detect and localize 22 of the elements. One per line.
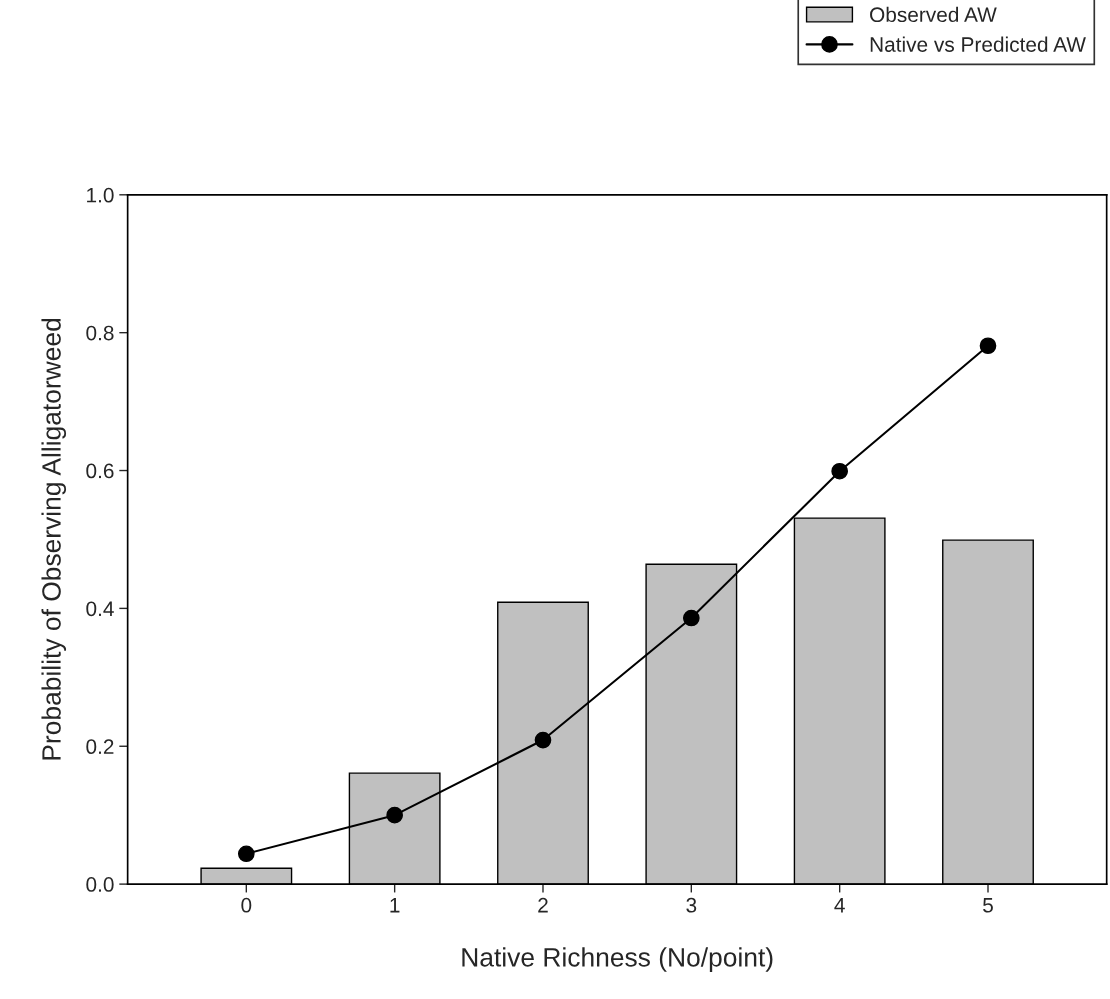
x-tick-label: 1 [390,898,400,913]
y-tick-label: 0.0 [86,877,114,892]
point [534,731,552,749]
point [682,609,700,627]
point [831,462,848,480]
x-tick-label: 5 [983,898,993,913]
x-tick-label: 3 [686,897,697,913]
y-tick-label: 0.4 [86,601,114,617]
legend-label: Observed AW [870,6,997,23]
y-axis-title: Probability of Observing Alligatorweed [41,318,67,760]
y-tick-label: 1.0 [87,187,114,203]
legend-label: Native vs Predicted AW [870,36,1086,52]
x-axis-title: Native Richness (No/point) [462,947,773,972]
y-tick-label: 0.6 [86,463,114,479]
y-tick-label: 0.2 [86,739,114,755]
point [237,845,255,863]
x-tick-label: 0 [241,897,252,913]
x-tick-label: 2 [538,897,548,913]
x-tick-label: 4 [834,898,845,913]
y-tick-label: 0.8 [86,325,114,341]
point [386,806,403,824]
point [979,337,997,355]
